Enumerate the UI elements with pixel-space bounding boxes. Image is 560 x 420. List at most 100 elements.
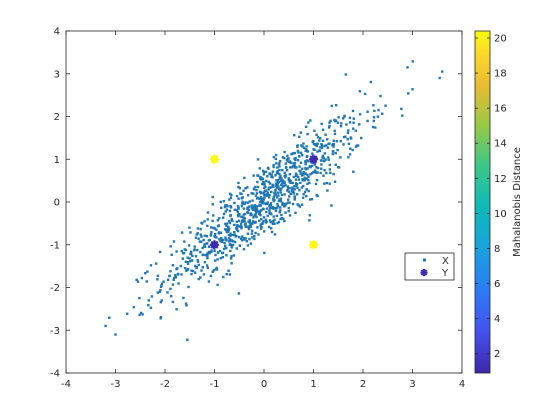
series-x-point [244, 201, 247, 204]
series-x-point [304, 167, 307, 170]
series-x-point [245, 240, 248, 243]
series-x-point [195, 266, 198, 269]
series-x-point [203, 243, 206, 246]
series-x-point [351, 109, 355, 113]
series-x-point [261, 222, 264, 225]
series-x-point [254, 209, 257, 212]
series-x-point [311, 152, 314, 155]
series-x-point [240, 197, 243, 200]
series-x-point [253, 204, 256, 208]
series-x-point [229, 257, 233, 260]
series-x-point [201, 266, 204, 269]
series-x-point [276, 191, 280, 194]
series-x-point [252, 192, 255, 195]
series-x-point [237, 185, 240, 189]
colorbar-tick-label: 10 [494, 209, 507, 220]
series-x-point [191, 259, 194, 262]
series-x-point [188, 259, 192, 263]
series-x-point [232, 223, 236, 227]
series-x-point [223, 241, 226, 245]
series-x-point [227, 226, 230, 229]
series-x-point [354, 129, 357, 132]
series-x-point [247, 226, 250, 229]
series-x-point [214, 259, 217, 262]
series-x-point [263, 183, 266, 186]
series-x-point [340, 122, 343, 125]
colorbar-tick-label: 18 [494, 69, 507, 80]
series-x-point [281, 179, 284, 182]
series-x-point [258, 204, 261, 208]
series-x-point [314, 171, 317, 174]
series-x-point [281, 156, 285, 159]
series-x-point [276, 169, 279, 173]
series-x-point [327, 156, 330, 159]
series-x-point [223, 205, 227, 209]
series-y-point [209, 240, 220, 250]
colorbar-ticks: 2 4 6 8 10 12 14 16 18 20 [475, 34, 507, 360]
series-x-point [270, 173, 273, 176]
series-x-point [220, 240, 224, 244]
series-x-point [249, 224, 252, 228]
series-x-point [303, 176, 306, 180]
series-x-point [266, 214, 269, 218]
series-x-point [225, 272, 228, 276]
series-x-point [288, 160, 292, 163]
series-x-point [224, 236, 227, 239]
series-x-point [293, 164, 296, 167]
series-x-point [216, 225, 220, 228]
series-x-point [333, 129, 336, 133]
series-x-point [256, 180, 259, 184]
colorbar-label: Mahalanobis Distance [512, 147, 523, 257]
series-x-point [177, 282, 180, 285]
series-x-point [251, 220, 255, 224]
series-x-point [280, 213, 283, 217]
series-x-point [162, 280, 165, 283]
series-x-point [206, 254, 209, 257]
series-x-point [351, 127, 355, 130]
series-x-point [228, 221, 232, 225]
series-x-point [166, 278, 170, 281]
series-x-point [312, 142, 316, 146]
series-x-point [329, 171, 332, 175]
series-x-point [182, 296, 185, 300]
series-x-point [302, 146, 306, 149]
series-x-point [291, 202, 295, 206]
series-x-point [278, 159, 282, 163]
series-x-point [207, 280, 211, 283]
series-x-point [300, 144, 303, 147]
series-x-point [369, 80, 373, 84]
colorbar-tick-label: 4 [494, 314, 500, 325]
series-x-point [287, 206, 290, 210]
series-x-point [328, 124, 331, 128]
series-x-point [156, 278, 159, 281]
series-x-point [312, 170, 315, 174]
series-x-point [298, 205, 302, 208]
series-x-point [211, 203, 214, 206]
series-x-point [293, 133, 296, 137]
series-x-point [323, 144, 326, 148]
series-x-point [242, 207, 246, 210]
series-x-point [239, 225, 242, 228]
series-x-point [270, 190, 273, 194]
series-x-point [239, 192, 242, 195]
series-x-point [172, 240, 176, 243]
series-x-point [202, 238, 205, 242]
series-x-point [186, 338, 189, 341]
series-x-point [332, 145, 335, 148]
series-x-point [136, 280, 140, 283]
series-x-point [286, 185, 290, 188]
series-x-point [186, 268, 189, 272]
series-x-point [284, 184, 287, 187]
series-x-point [293, 185, 296, 188]
series-x-points [104, 60, 444, 341]
series-x-point [284, 211, 287, 214]
main-axes: -4 -3 -2 -1 0 1 2 3 4 -4 -3 -2 -1 0 1 2 3 4 [50, 27, 465, 391]
series-x-point [184, 260, 188, 264]
series-x-point [280, 183, 283, 187]
series-x-point [256, 174, 260, 177]
series-x-point [262, 192, 265, 195]
series-x-point [262, 202, 265, 205]
series-x-point [254, 194, 258, 197]
series-x-point [288, 195, 291, 198]
series-x-point [216, 258, 219, 261]
